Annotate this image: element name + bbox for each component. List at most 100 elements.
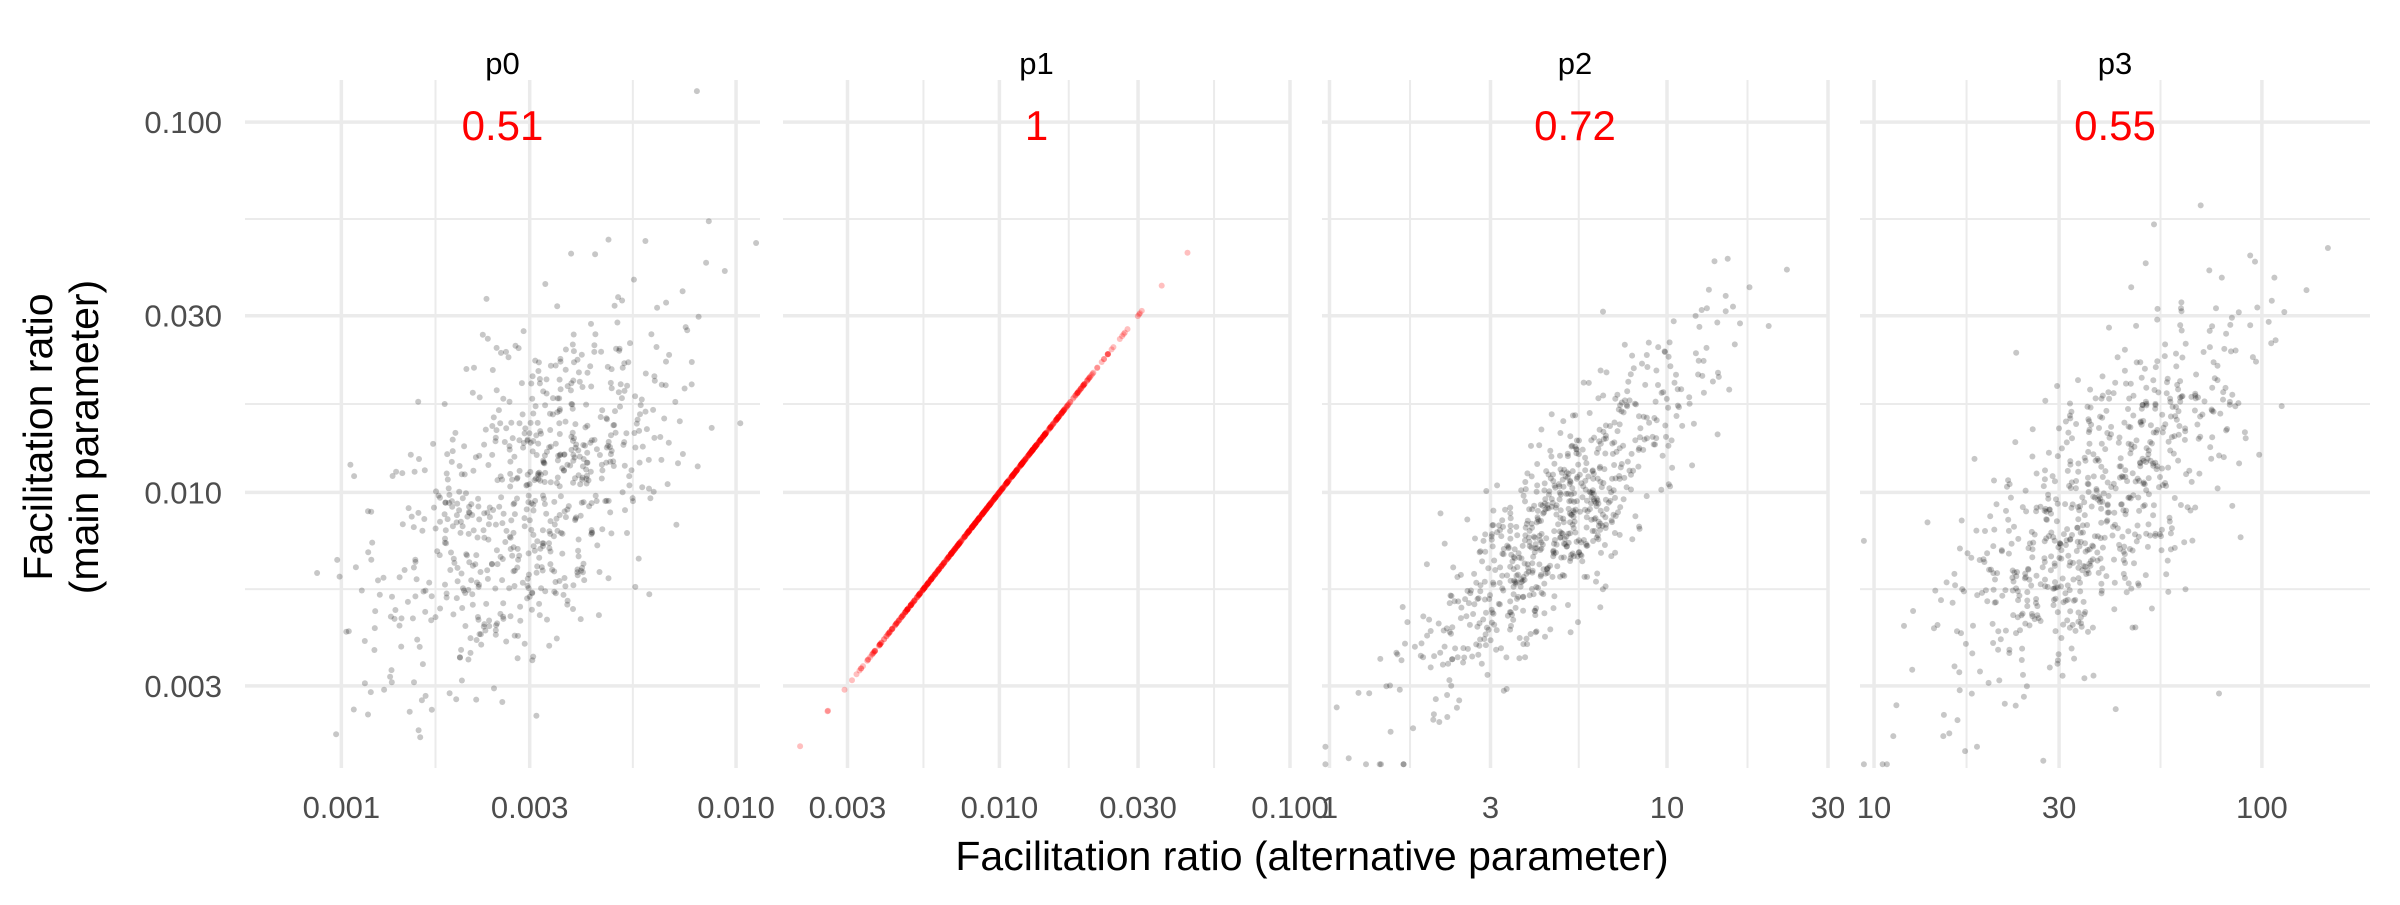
data-point bbox=[916, 591, 923, 598]
data-point bbox=[1590, 475, 1597, 482]
data-point bbox=[560, 467, 567, 474]
data-point bbox=[964, 530, 971, 537]
data-point bbox=[1668, 437, 1675, 444]
data-point bbox=[1322, 743, 1329, 750]
data-point bbox=[1543, 468, 1550, 475]
data-point bbox=[1002, 482, 1009, 489]
data-point bbox=[1458, 604, 1465, 611]
data-point bbox=[915, 592, 922, 599]
data-point bbox=[1584, 573, 1591, 580]
facet-title: p2 bbox=[1558, 46, 1592, 81]
data-point bbox=[1621, 397, 1628, 404]
data-point bbox=[1614, 391, 1621, 398]
data-point bbox=[588, 531, 595, 538]
data-point bbox=[1514, 595, 1520, 602]
data-point bbox=[2063, 537, 2070, 544]
data-point bbox=[2242, 435, 2249, 442]
data-point bbox=[1410, 725, 1417, 732]
data-point bbox=[575, 547, 582, 554]
data-point bbox=[1553, 541, 1560, 548]
data-point bbox=[584, 459, 591, 466]
data-point bbox=[620, 441, 627, 448]
data-point bbox=[1025, 452, 1032, 459]
data-point bbox=[1060, 407, 1067, 414]
data-point bbox=[924, 580, 931, 587]
data-point bbox=[314, 570, 321, 576]
data-point bbox=[1454, 654, 1461, 661]
data-point bbox=[2117, 463, 2124, 470]
data-point bbox=[2064, 526, 2071, 533]
data-point bbox=[1595, 500, 1602, 507]
data-point bbox=[2026, 576, 2033, 583]
data-point bbox=[1618, 399, 1625, 406]
data-point bbox=[2211, 375, 2218, 382]
data-point bbox=[1590, 470, 1597, 477]
data-point bbox=[1441, 643, 1448, 650]
data-point bbox=[921, 584, 928, 591]
data-point bbox=[944, 556, 950, 563]
data-point bbox=[2005, 477, 2012, 484]
data-point bbox=[510, 568, 517, 575]
data-point bbox=[1038, 436, 1044, 443]
data-point bbox=[950, 547, 957, 554]
data-point bbox=[2195, 435, 2202, 442]
data-point bbox=[2068, 479, 2075, 486]
data-point bbox=[1519, 594, 1526, 601]
data-point bbox=[1982, 587, 1989, 594]
data-point bbox=[2060, 621, 2067, 628]
data-point bbox=[1483, 624, 1490, 631]
data-point bbox=[2067, 461, 2074, 468]
data-point bbox=[608, 530, 615, 537]
data-point bbox=[1610, 487, 1617, 494]
data-point bbox=[1960, 588, 1967, 595]
data-point bbox=[1006, 477, 1012, 484]
data-point bbox=[1043, 429, 1050, 436]
data-point bbox=[584, 422, 591, 429]
data-point bbox=[1482, 642, 1489, 649]
data-point bbox=[968, 524, 975, 531]
data-point bbox=[401, 567, 408, 573]
data-point bbox=[1013, 467, 1020, 474]
data-point bbox=[414, 636, 421, 643]
data-point bbox=[1564, 543, 1570, 550]
data-point bbox=[1520, 607, 1527, 614]
data-point bbox=[333, 731, 340, 738]
data-point bbox=[521, 430, 528, 437]
data-point bbox=[2094, 549, 2101, 556]
data-point bbox=[684, 327, 691, 334]
data-point bbox=[444, 516, 451, 523]
data-point bbox=[1504, 572, 1511, 579]
data-point bbox=[1553, 502, 1560, 509]
data-point bbox=[639, 443, 646, 450]
data-point bbox=[956, 540, 963, 547]
data-point bbox=[1524, 641, 1531, 648]
data-point bbox=[1094, 364, 1101, 371]
data-point bbox=[986, 501, 993, 508]
data-point bbox=[1074, 390, 1081, 397]
data-point bbox=[985, 502, 992, 509]
data-point bbox=[514, 495, 520, 502]
data-point bbox=[608, 366, 615, 373]
data-point bbox=[1976, 557, 1983, 563]
data-point bbox=[2097, 495, 2104, 502]
data-point bbox=[1879, 761, 1886, 768]
data-point bbox=[1513, 579, 1520, 586]
data-point bbox=[1520, 593, 1527, 600]
data-point bbox=[2128, 585, 2135, 592]
data-point bbox=[1538, 571, 1544, 578]
data-point bbox=[894, 619, 901, 626]
data-point bbox=[1009, 473, 1016, 480]
data-point bbox=[966, 527, 973, 534]
data-point bbox=[1033, 441, 1040, 448]
data-point bbox=[1124, 326, 1131, 333]
data-point bbox=[556, 452, 563, 459]
data-point bbox=[2006, 481, 2013, 488]
data-point bbox=[1003, 480, 1010, 487]
data-point bbox=[1013, 467, 1020, 473]
data-point bbox=[599, 526, 606, 533]
data-point bbox=[1366, 690, 1373, 697]
data-point bbox=[2177, 322, 2184, 329]
data-point bbox=[1042, 430, 1049, 437]
data-point bbox=[1457, 615, 1464, 622]
data-point bbox=[893, 620, 900, 627]
